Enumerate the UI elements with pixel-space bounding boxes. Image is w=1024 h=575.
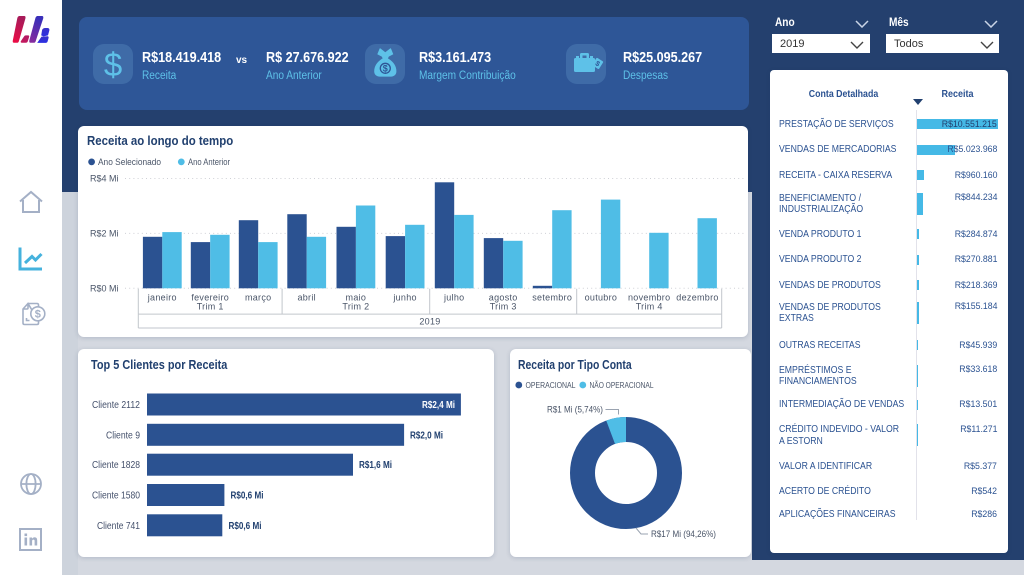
svg-text:janeiro: janeiro — [147, 293, 177, 303]
svg-text:Ano Anterior: Ano Anterior — [188, 157, 230, 167]
svg-text:setembro: setembro — [532, 293, 572, 303]
svg-text:2019: 2019 — [419, 316, 440, 326]
svg-text:R$0,6 Mi: R$0,6 Mi — [231, 491, 264, 502]
svg-text:$: $ — [383, 63, 388, 73]
svg-text:R$2 Mi: R$2 Mi — [90, 228, 119, 238]
svg-text:NÃO OPERACIONAL: NÃO OPERACIONAL — [590, 381, 654, 390]
svg-text:R$17 Mi (94,26%): R$17 Mi (94,26%) — [651, 529, 716, 539]
svg-text:Trim 2: Trim 2 — [342, 301, 369, 311]
svg-text:maio: maio — [346, 293, 367, 303]
svg-text:$: $ — [104, 46, 122, 83]
svg-text:Cliente 2112: Cliente 2112 — [92, 400, 140, 411]
svg-text:R$0 Mi: R$0 Mi — [90, 283, 119, 293]
svg-text:Cliente 1828: Cliente 1828 — [92, 460, 140, 471]
svg-text:dezembro: dezembro — [676, 293, 718, 303]
svg-text:Cliente 9: Cliente 9 — [106, 430, 140, 441]
svg-text:R$0,6 Mi: R$0,6 Mi — [229, 521, 262, 532]
svg-text:R$2,0 Mi: R$2,0 Mi — [410, 430, 443, 441]
svg-text:R$1,6 Mi: R$1,6 Mi — [359, 460, 392, 471]
svg-text:outubro: outubro — [585, 293, 618, 303]
svg-text:agosto: agosto — [489, 293, 518, 303]
svg-text:Ano Selecionado: Ano Selecionado — [98, 157, 161, 167]
svg-text:Trim 4: Trim 4 — [636, 301, 663, 311]
svg-text:abril: abril — [297, 293, 316, 303]
svg-text:junho: junho — [392, 293, 417, 303]
svg-text:Cliente 741: Cliente 741 — [97, 521, 140, 532]
svg-text:julho: julho — [443, 293, 465, 303]
svg-text:R$2,4 Mi: R$2,4 Mi — [422, 400, 455, 411]
svg-text:R$1 Mi (5,74%): R$1 Mi (5,74%) — [547, 405, 603, 415]
svg-text:$: $ — [35, 309, 41, 321]
svg-text:R$4 Mi: R$4 Mi — [90, 174, 119, 184]
svg-text:Trim 3: Trim 3 — [490, 301, 517, 311]
svg-text:$: $ — [594, 60, 601, 68]
svg-text:Trim 1: Trim 1 — [197, 301, 224, 311]
svg-text:Cliente 1580: Cliente 1580 — [92, 491, 140, 502]
svg-text:março: março — [245, 293, 272, 303]
svg-text:fevereiro: fevereiro — [191, 293, 229, 303]
svg-text:OPERACIONAL: OPERACIONAL — [526, 381, 576, 390]
svg-text:novembro: novembro — [628, 293, 670, 303]
